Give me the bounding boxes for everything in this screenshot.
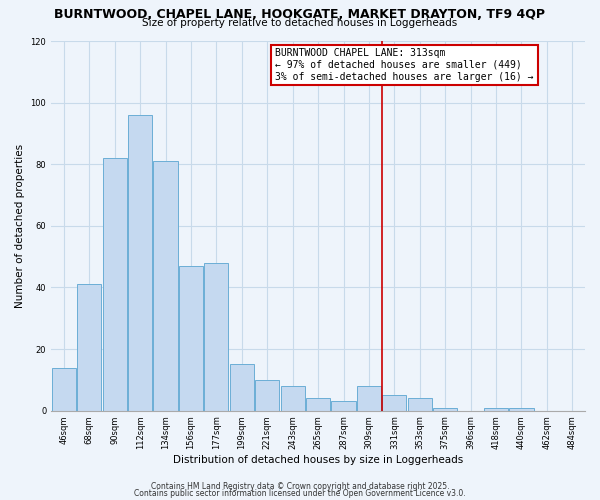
- Bar: [433, 408, 457, 410]
- Bar: [154, 161, 178, 410]
- Bar: [484, 408, 508, 410]
- Y-axis label: Number of detached properties: Number of detached properties: [15, 144, 25, 308]
- Bar: [331, 402, 356, 410]
- Bar: [77, 284, 101, 410]
- Bar: [306, 398, 330, 410]
- Bar: [509, 408, 533, 410]
- Bar: [205, 263, 229, 410]
- Bar: [382, 396, 406, 410]
- X-axis label: Distribution of detached houses by size in Loggerheads: Distribution of detached houses by size …: [173, 455, 463, 465]
- Bar: [357, 386, 381, 410]
- Text: Contains HM Land Registry data © Crown copyright and database right 2025.: Contains HM Land Registry data © Crown c…: [151, 482, 449, 491]
- Bar: [281, 386, 305, 410]
- Text: BURNTWOOD, CHAPEL LANE, HOOKGATE, MARKET DRAYTON, TF9 4QP: BURNTWOOD, CHAPEL LANE, HOOKGATE, MARKET…: [55, 8, 545, 20]
- Bar: [407, 398, 432, 410]
- Text: Contains public sector information licensed under the Open Government Licence v3: Contains public sector information licen…: [134, 490, 466, 498]
- Bar: [230, 364, 254, 410]
- Text: Size of property relative to detached houses in Loggerheads: Size of property relative to detached ho…: [142, 18, 458, 28]
- Bar: [179, 266, 203, 410]
- Bar: [52, 368, 76, 410]
- Bar: [103, 158, 127, 410]
- Bar: [128, 115, 152, 410]
- Text: BURNTWOOD CHAPEL LANE: 313sqm
← 97% of detached houses are smaller (449)
3% of s: BURNTWOOD CHAPEL LANE: 313sqm ← 97% of d…: [275, 48, 534, 82]
- Bar: [255, 380, 280, 410]
